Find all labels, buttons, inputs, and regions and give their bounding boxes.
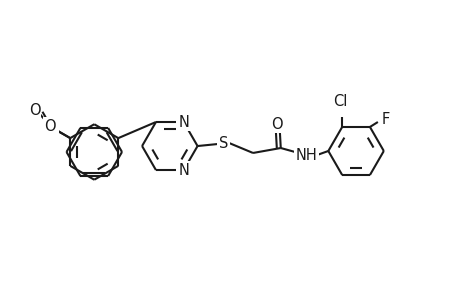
Text: O: O bbox=[270, 117, 282, 132]
Text: O: O bbox=[45, 119, 56, 134]
Text: O: O bbox=[45, 119, 57, 134]
Text: S: S bbox=[218, 136, 228, 151]
Text: NH: NH bbox=[295, 148, 317, 164]
Text: F: F bbox=[381, 112, 389, 127]
Text: Cl: Cl bbox=[332, 94, 347, 109]
Text: O: O bbox=[29, 103, 40, 118]
Text: N: N bbox=[178, 115, 189, 130]
Text: N: N bbox=[178, 163, 189, 178]
